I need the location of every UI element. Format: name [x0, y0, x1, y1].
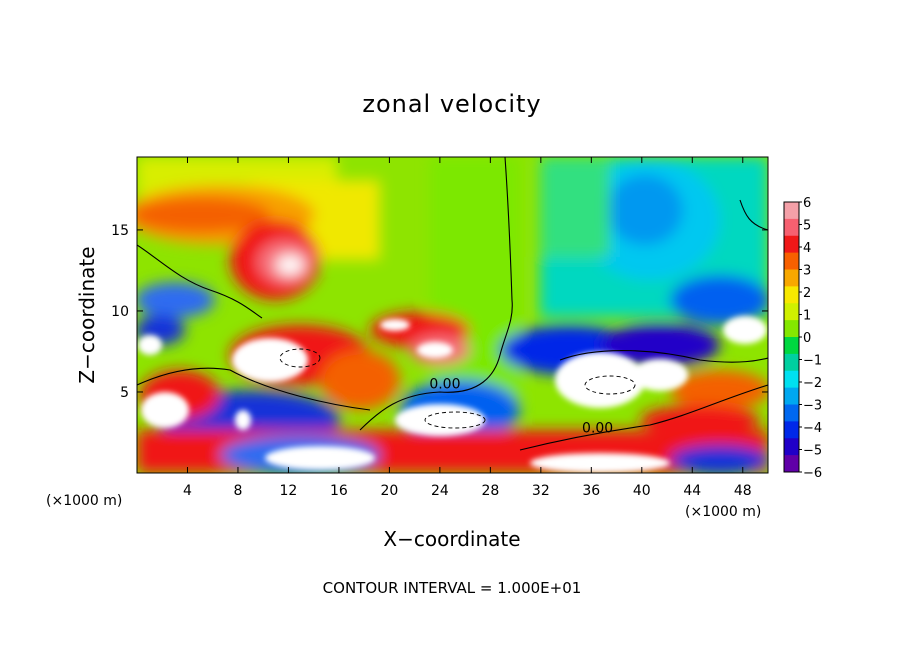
- x-tick-label: 4: [183, 483, 192, 499]
- x-tick-label: 20: [380, 483, 398, 499]
- chart-title: zonal velocity: [362, 90, 541, 118]
- colorbar-label: 1: [803, 309, 811, 324]
- x-tick-label: 24: [431, 483, 449, 499]
- colorbar-segment: [784, 455, 799, 473]
- colorbar-segment: [784, 269, 799, 287]
- x-unit-left: (×1000 m): [46, 493, 122, 509]
- y-tick-label: 10: [111, 304, 129, 320]
- colorbar-segment: [784, 337, 799, 355]
- colorbar-label: −5: [803, 444, 822, 459]
- colorbar-label: −2: [803, 376, 822, 391]
- colorbar-segment: [784, 370, 799, 389]
- colorbar-segment: [784, 387, 799, 405]
- x-tick-label: 8: [233, 483, 242, 499]
- x-unit-right: (×1000 m): [685, 504, 761, 520]
- contour-interval-text: CONTOUR INTERVAL = 1.000E+01: [323, 579, 582, 597]
- x-tick-label: 32: [532, 483, 550, 499]
- colorbar-segment: [784, 438, 799, 456]
- colorbar-label: 4: [803, 241, 811, 256]
- colorbar-segment: [784, 235, 799, 254]
- colorbar-label: −4: [803, 421, 822, 436]
- velocity-field: [137, 157, 768, 473]
- colorbar-segment: [784, 320, 799, 338]
- contour-label: 0.00: [429, 377, 460, 393]
- x-tick-label: 36: [582, 483, 600, 499]
- colorbar: 6 5 4 3 2 1 0 −1 −2 −3 −4 −5 −6: [783, 196, 822, 481]
- y-tick-label: 5: [120, 385, 129, 401]
- colorbar-label: −1: [803, 354, 822, 369]
- x-tick-label: 28: [481, 483, 499, 499]
- x-tick-label: 44: [683, 483, 701, 499]
- contour-label: 0.00: [582, 420, 613, 436]
- x-tick-label: 12: [280, 483, 298, 499]
- x-tick-label: 40: [633, 483, 651, 499]
- colorbar-label: 2: [803, 286, 811, 301]
- colorbar-label: −6: [803, 466, 822, 481]
- y-axis-ticks: 5 10 15: [111, 223, 768, 401]
- colorbar-label: −3: [803, 399, 822, 414]
- colorbar-segment: [784, 252, 799, 270]
- colorbar-segment: [784, 404, 799, 422]
- colorbar-segment: [784, 303, 799, 321]
- colorbar-label: 3: [803, 264, 811, 279]
- colorbar-segment: [784, 421, 799, 439]
- colorbar-label: 0: [803, 331, 811, 346]
- x-tick-label: 16: [330, 483, 348, 499]
- colorbar-segment: [784, 218, 799, 237]
- colorbar-segment: [784, 353, 799, 372]
- x-tick-label: 48: [734, 483, 752, 499]
- x-axis-label: X−coordinate: [383, 527, 520, 551]
- x-axis-ticks: 4 8 12 16 20 24 28 32 36 40 44 48: [183, 157, 752, 499]
- colorbar-segment: [784, 286, 799, 304]
- plot-frame: [136, 156, 769, 474]
- contour-labels: 0.00 0.00: [429, 377, 613, 437]
- y-tick-label: 15: [111, 223, 129, 239]
- colorbar-segment: [784, 202, 799, 220]
- colorbar-label: 5: [803, 219, 811, 234]
- colorbar-label: 6: [803, 196, 811, 211]
- y-axis-label: Z−coordinate: [75, 246, 99, 383]
- contour-lines: [137, 157, 768, 451]
